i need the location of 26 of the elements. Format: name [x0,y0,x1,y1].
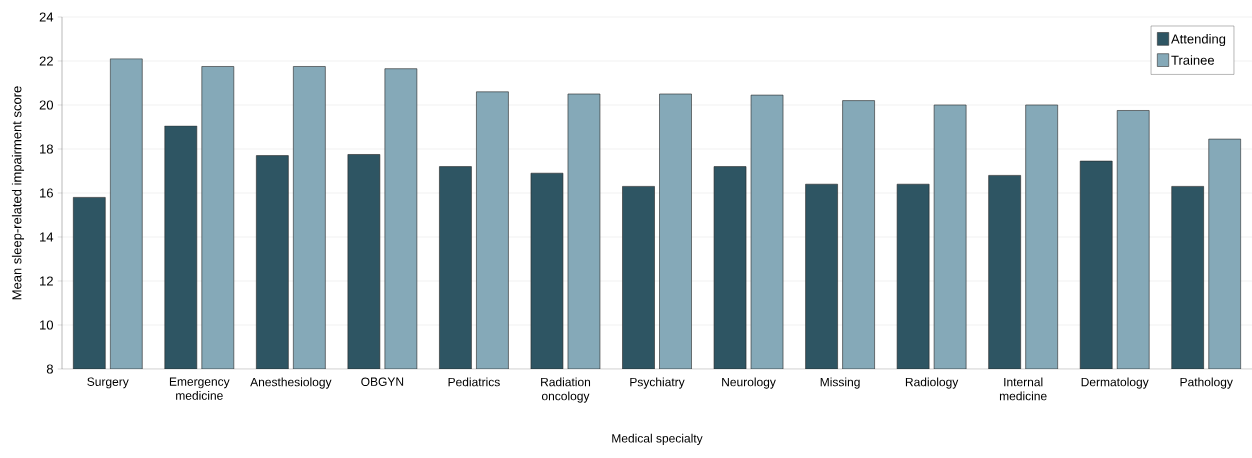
y-tick-label: 24 [39,12,54,22]
x-tick-label: Radiation oncology [541,377,591,403]
x-tick-label: Pediatrics [448,377,500,387]
y-tick-label: 20 [39,100,54,110]
x-tick-label: Dermatology [1081,377,1149,389]
x-tick-label: Psychiatry [630,377,685,389]
x-tick-label: Surgery [87,377,129,389]
x-tick-label: Internal medicine [999,377,1047,401]
y-tick-label: 10 [40,320,54,330]
y-tick-label: 8 [46,364,53,374]
y-axis-title: Mean sleep-related impairment score [11,86,25,300]
x-tick-label: Missing [820,377,860,389]
x-tick-label: OBGYN [361,377,404,386]
y-tick-label: 14 [40,232,54,242]
y-tick-label: 12 [40,276,53,286]
y-tick-label: 16 [40,188,53,198]
y-tick-label: 18 [40,144,53,154]
x-tick-label: Pathology [1180,377,1233,389]
x-tick-label: Radiology [905,377,959,389]
x-tick-label: Neurology [722,377,776,389]
x-axis-title: Medical specialty [612,433,703,445]
x-tick-label: Emergency medicine [169,377,230,400]
y-tick-label: 22 [39,56,53,66]
x-tick-label: Anesthesiology [250,377,332,389]
legend-label: Trainee [1171,55,1215,65]
legend-label: Attending [1171,33,1226,47]
